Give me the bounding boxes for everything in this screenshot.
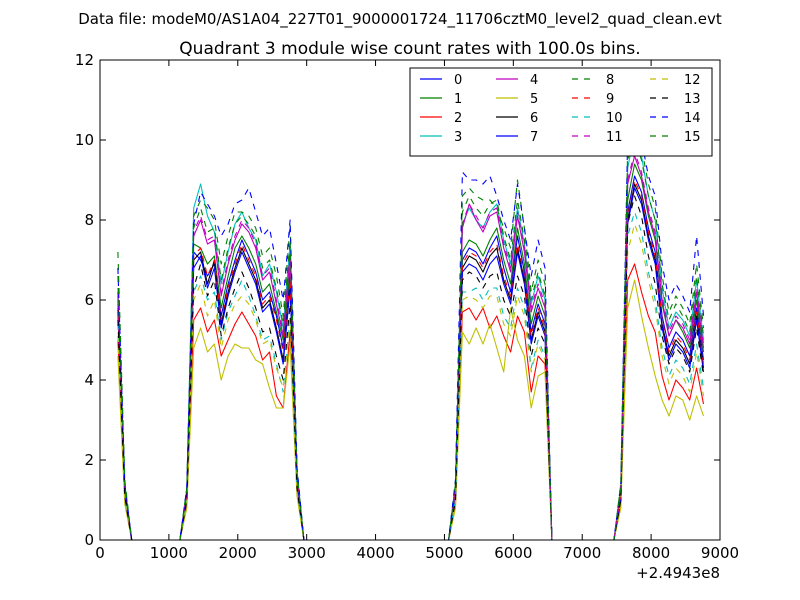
legend-label: 15 <box>684 130 701 145</box>
x-tick-label: 0 <box>95 544 105 562</box>
legend-item-12: 12 <box>650 73 701 88</box>
legend-item-8: 8 <box>572 73 614 88</box>
chart-title: Quadrant 3 module wise count rates with … <box>179 39 640 59</box>
y-tick-label: 0 <box>84 531 94 549</box>
legend-label: 7 <box>530 130 538 145</box>
legend-label: 0 <box>454 73 462 88</box>
x-tick-label: 1000 <box>150 544 188 562</box>
legend-label: 2 <box>454 111 462 126</box>
y-tick-label: 4 <box>84 371 94 389</box>
x-tick-label: 9000 <box>701 544 739 562</box>
series-line-4 <box>117 155 705 540</box>
axes-layer: 0 1000 2000 3000 4000 5000 6000 7000 8000 9000 0 2 4… <box>75 51 739 562</box>
series-line-2 <box>117 263 705 540</box>
legend-item-3: 3 <box>420 130 462 145</box>
x-tick-label: 6000 <box>494 544 532 562</box>
y-tick-label: 2 <box>84 451 94 469</box>
legend-item-10: 10 <box>572 111 623 126</box>
legend-label: 4 <box>530 73 538 88</box>
legend-item-13: 13 <box>650 92 701 107</box>
legend-item-7: 7 <box>496 130 538 145</box>
legend-label: 9 <box>606 92 614 107</box>
legend-label: 10 <box>606 111 623 126</box>
x-tick-label: 4000 <box>356 544 394 562</box>
x-tick-label: 2000 <box>219 544 257 562</box>
series-line-13 <box>117 195 705 540</box>
legend-item-14: 14 <box>650 111 701 126</box>
legend-item-11: 11 <box>572 130 623 145</box>
series-line-5 <box>117 279 705 540</box>
legend-item-6: 6 <box>496 111 538 126</box>
legend-label: 13 <box>684 92 701 107</box>
x-tick-label: 5000 <box>425 544 463 562</box>
series-line-3 <box>117 131 705 540</box>
series-line-7 <box>117 187 705 540</box>
legend-label: 14 <box>684 111 701 126</box>
x-tick-label: 8000 <box>632 544 670 562</box>
legend-item-15: 15 <box>650 130 701 145</box>
y-tick-label: 10 <box>75 131 94 149</box>
x-tick-label: 7000 <box>563 544 601 562</box>
x-offset-label: +2.4943e8 <box>636 564 720 582</box>
legend-item-2: 2 <box>420 111 462 126</box>
series-layer <box>117 115 705 540</box>
series-line-10 <box>117 211 705 540</box>
legend-item-9: 9 <box>572 92 614 107</box>
legend-item-5: 5 <box>496 92 538 107</box>
legend-item-1: 1 <box>420 92 462 107</box>
series-line-1 <box>117 163 705 540</box>
figure-suptitle: Data file: modeM0/AS1A04_227T01_90000017… <box>78 10 722 29</box>
legend-box <box>409 67 713 157</box>
legend-item-0: 0 <box>420 73 462 88</box>
series-line-9 <box>117 179 705 540</box>
legend-label: 1 <box>454 92 462 107</box>
y-tick-label: 12 <box>75 51 94 69</box>
legend-item-4: 4 <box>496 73 538 88</box>
series-line-15 <box>117 139 705 540</box>
legend-label: 11 <box>606 130 623 145</box>
y-tick-label: 8 <box>84 211 94 229</box>
legend-label: 8 <box>606 73 614 88</box>
legend-label: 12 <box>684 73 701 88</box>
x-tick-label: 3000 <box>288 544 326 562</box>
y-tick-label: 6 <box>84 291 94 309</box>
series-line-12 <box>117 223 705 540</box>
legend-label: 3 <box>454 130 462 145</box>
legend-label: 5 <box>530 92 538 107</box>
legend-label: 6 <box>530 111 538 126</box>
